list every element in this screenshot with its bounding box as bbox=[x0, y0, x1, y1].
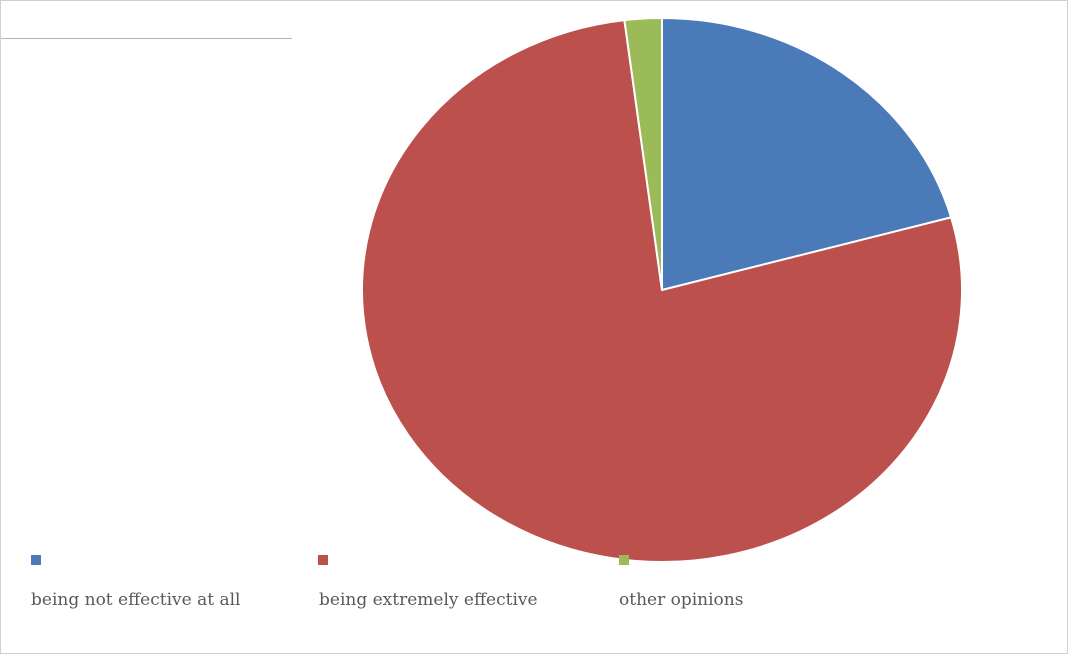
legend-swatch-other-opinions bbox=[619, 555, 629, 565]
legend-swatch-not-effective bbox=[31, 555, 41, 565]
pie-slice-other-opinions bbox=[623, 16, 663, 291]
legend-label-extremely-effective: being extremely effective bbox=[319, 590, 538, 610]
title-divider-line bbox=[1, 38, 292, 39]
legend-label-other-opinions: other opinions bbox=[619, 590, 744, 610]
legend-label-not-effective: being not effective at all bbox=[31, 590, 241, 610]
legend-swatch-extremely-effective bbox=[318, 555, 328, 565]
pie-slice-extremely-effective bbox=[361, 19, 963, 563]
pie-slice-not-effective bbox=[661, 17, 953, 291]
